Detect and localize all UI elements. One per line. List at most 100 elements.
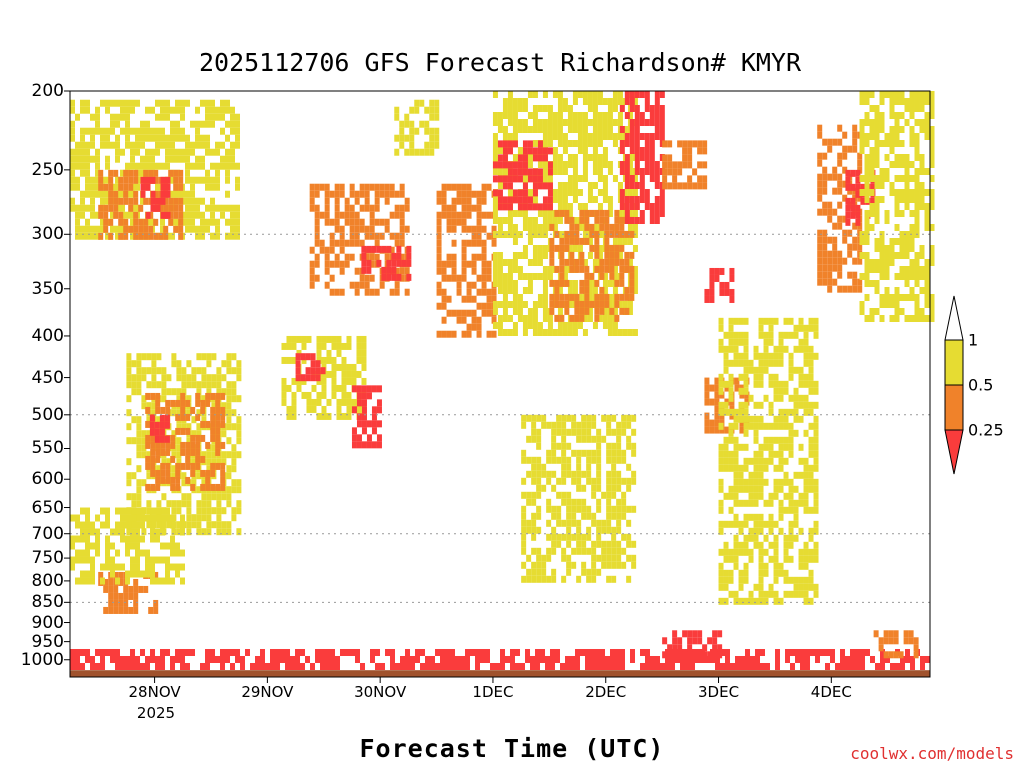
heatmap-cell <box>582 154 588 161</box>
heatmap-cell <box>399 120 405 128</box>
heatmap-cell <box>145 406 151 414</box>
heatmap-cell <box>471 260 477 268</box>
heatmap-cell <box>773 520 779 528</box>
heatmap-cell <box>883 637 889 645</box>
heatmap-cell <box>785 655 790 663</box>
heatmap-cell <box>356 434 362 442</box>
heatmap-cell <box>874 147 880 154</box>
heatmap-cell <box>536 568 542 576</box>
heatmap-cell <box>320 648 325 656</box>
heatmap-cell <box>441 267 447 275</box>
heatmap-cell <box>542 182 548 190</box>
y-tick-label: 250 <box>31 159 64 180</box>
heatmap-cell <box>621 491 627 499</box>
heatmap-cell <box>206 465 212 473</box>
heatmap-cell <box>200 211 205 219</box>
heatmap-cell <box>644 91 650 98</box>
heatmap-cell <box>595 648 600 656</box>
heatmap-cell <box>904 175 910 182</box>
heatmap-cell <box>436 197 442 205</box>
heatmap-cell <box>110 141 115 149</box>
heatmap-cell <box>728 520 734 528</box>
heatmap-cell <box>612 119 618 126</box>
heatmap-cell <box>566 561 572 569</box>
heatmap-cell <box>567 322 573 329</box>
heatmap-cell <box>359 204 365 212</box>
heatmap-cell <box>404 225 410 233</box>
heatmap-cell <box>286 342 292 350</box>
heatmap-cell <box>285 648 290 656</box>
heatmap-cell <box>587 182 593 189</box>
heatmap-cell <box>165 648 170 656</box>
heatmap-cell <box>542 126 548 133</box>
heatmap-cell <box>537 294 543 301</box>
heatmap-cell <box>502 126 508 133</box>
heatmap-cell <box>190 197 195 205</box>
heatmap-cell <box>778 562 784 570</box>
heatmap-cell <box>341 384 347 392</box>
heatmap-cell <box>920 655 925 663</box>
heatmap-cell <box>210 148 215 156</box>
heatmap-cell <box>108 578 114 586</box>
heatmap-cell <box>743 373 749 381</box>
heatmap-cell <box>827 201 833 209</box>
heatmap-cell <box>131 360 137 368</box>
heatmap-cell <box>366 420 372 428</box>
heatmap-cell <box>758 401 764 409</box>
heatmap-cell <box>616 442 622 450</box>
heatmap-cell <box>186 381 192 389</box>
heatmap-cell <box>788 541 794 549</box>
heatmap-cell <box>451 330 457 338</box>
heatmap-cell <box>465 655 470 663</box>
heatmap-cell <box>870 197 876 205</box>
heatmap-cell <box>354 197 360 205</box>
heatmap-cell <box>105 521 110 529</box>
heatmap-cell <box>185 413 191 421</box>
heatmap-cell <box>857 257 863 265</box>
heatmap-cell <box>80 99 85 107</box>
heatmap-cell <box>899 140 905 147</box>
heatmap-cell <box>697 630 703 638</box>
heatmap-cell <box>131 472 137 480</box>
heatmap-cell <box>649 140 655 147</box>
heatmap-cell <box>738 583 744 591</box>
heatmap-cell <box>536 575 542 583</box>
heatmap-cell <box>148 211 154 219</box>
heatmap-cell <box>133 599 139 607</box>
heatmap-cell <box>629 175 635 182</box>
heatmap-cell <box>904 203 910 210</box>
heatmap-cell <box>522 315 528 322</box>
heatmap-cell <box>621 512 627 520</box>
heatmap-cell <box>627 238 633 245</box>
heatmap-cell <box>919 287 925 294</box>
heatmap-cell <box>864 252 870 259</box>
heatmap-cell <box>632 98 638 105</box>
heatmap-cell <box>616 428 622 436</box>
heatmap-cell <box>146 430 152 438</box>
heatmap-cell <box>728 338 734 346</box>
heatmap-cell <box>429 134 435 142</box>
heatmap-cell <box>718 485 724 493</box>
heatmap-cell <box>773 394 779 402</box>
heatmap-cell <box>773 380 779 388</box>
heatmap-cell <box>191 521 197 529</box>
heatmap-cell <box>361 385 367 393</box>
heatmap-cell <box>929 196 935 203</box>
heatmap-cell <box>541 575 547 583</box>
heatmap-cell <box>542 315 548 322</box>
heatmap-cell <box>394 211 400 219</box>
heatmap-cell <box>175 483 181 491</box>
heatmap-cell <box>798 317 804 325</box>
heatmap-cell <box>616 456 622 464</box>
heatmap-cell <box>100 134 105 142</box>
heatmap-cell <box>645 655 650 663</box>
heatmap-cell <box>115 134 120 142</box>
heatmap-cell <box>827 215 833 223</box>
heatmap-cell <box>869 280 875 287</box>
heatmap-cell <box>150 507 155 515</box>
heatmap-cell <box>141 402 147 410</box>
heatmap-cell <box>170 134 175 142</box>
heatmap-cell <box>914 147 920 154</box>
heatmap-cell <box>205 141 210 149</box>
